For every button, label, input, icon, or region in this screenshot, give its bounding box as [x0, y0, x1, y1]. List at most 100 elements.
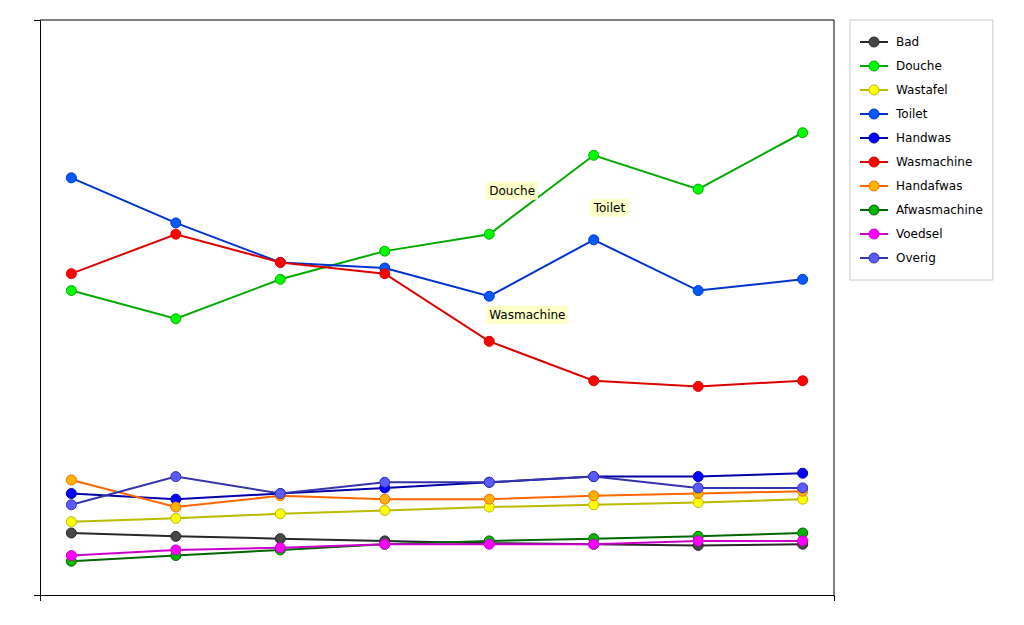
point [171, 531, 181, 541]
point [380, 505, 390, 515]
legend-item: Bad [860, 35, 919, 49]
series-line [71, 133, 802, 319]
point [484, 229, 494, 239]
point [171, 472, 181, 482]
annotation-text: Wasmachine [489, 308, 565, 322]
series [66, 229, 807, 391]
point [798, 376, 808, 386]
frame-top [40, 20, 834, 21]
point [66, 517, 76, 527]
point [693, 381, 703, 391]
series-line [71, 480, 802, 507]
series [66, 536, 807, 561]
y-axis-line [34, 21, 41, 596]
point [171, 314, 181, 324]
legend-swatch-marker [869, 133, 879, 143]
point [484, 539, 494, 549]
point [66, 500, 76, 510]
point [171, 545, 181, 555]
legend-swatch-marker [869, 181, 879, 191]
legend-item: Handwas [860, 131, 951, 145]
series-group [66, 128, 807, 566]
point [171, 502, 181, 512]
series-line [71, 541, 802, 556]
point [798, 128, 808, 138]
point [171, 218, 181, 228]
point [484, 477, 494, 487]
legend-item: Toilet [860, 107, 928, 121]
point [693, 498, 703, 508]
legend-box [850, 20, 993, 280]
point [380, 539, 390, 549]
point [484, 291, 494, 301]
point [589, 376, 599, 386]
point [275, 543, 285, 553]
legend-swatch-marker [869, 37, 879, 47]
point [484, 494, 494, 504]
legend-item: Wasmachine [860, 155, 972, 169]
series [66, 128, 807, 324]
point [171, 513, 181, 523]
annotations: DoucheToiletWasmachine [486, 182, 628, 324]
plot: DoucheToiletWasmachine [34, 20, 835, 601]
point [275, 509, 285, 519]
point [798, 468, 808, 478]
point [275, 489, 285, 499]
point [66, 286, 76, 296]
legend-item: Voedsel [860, 227, 943, 241]
chart: DoucheToiletWasmachine Bad Douche Wastafel T… [0, 0, 1024, 625]
legend-item: Wastafel [860, 83, 948, 97]
point [589, 500, 599, 510]
point [66, 269, 76, 279]
point [589, 491, 599, 501]
point [589, 150, 599, 160]
point [380, 477, 390, 487]
legend-item: Overig [860, 251, 936, 265]
legend-swatch-marker [869, 61, 879, 71]
point [484, 477, 494, 487]
point [380, 539, 390, 549]
legend-swatch-marker [869, 205, 879, 215]
annotation: Douche [486, 182, 538, 200]
point [66, 528, 76, 538]
point [693, 472, 703, 482]
point [275, 257, 285, 267]
point [275, 257, 285, 267]
point [798, 536, 808, 546]
legend-item: Handafwas [860, 179, 962, 193]
point [589, 235, 599, 245]
legend-label: Afwasmachine [896, 203, 983, 217]
legend-label: Handwas [896, 131, 951, 145]
x-axis-line [41, 596, 835, 602]
point [380, 494, 390, 504]
point [798, 274, 808, 284]
point [484, 336, 494, 346]
point [275, 274, 285, 284]
point [171, 229, 181, 239]
legend-label: Bad [896, 35, 919, 49]
annotation-box [486, 306, 568, 324]
point [693, 536, 703, 546]
point [798, 483, 808, 493]
point [693, 483, 703, 493]
point [275, 489, 285, 499]
series-line [71, 234, 802, 386]
y-axis [34, 21, 41, 596]
legend-swatch-marker [869, 85, 879, 95]
point [380, 246, 390, 256]
x-axis [41, 596, 835, 602]
point [66, 173, 76, 183]
point [693, 286, 703, 296]
point [589, 472, 599, 482]
point [589, 539, 599, 549]
point [589, 472, 599, 482]
legend-label: Toilet [895, 107, 928, 121]
point [589, 539, 599, 549]
legend-item: Douche [860, 59, 942, 73]
point [66, 489, 76, 499]
legend-label: Handafwas [896, 179, 962, 193]
legend-label: Wasmachine [896, 155, 972, 169]
legend-label: Voedsel [896, 227, 943, 241]
annotation-box [590, 199, 629, 217]
series [66, 528, 807, 566]
